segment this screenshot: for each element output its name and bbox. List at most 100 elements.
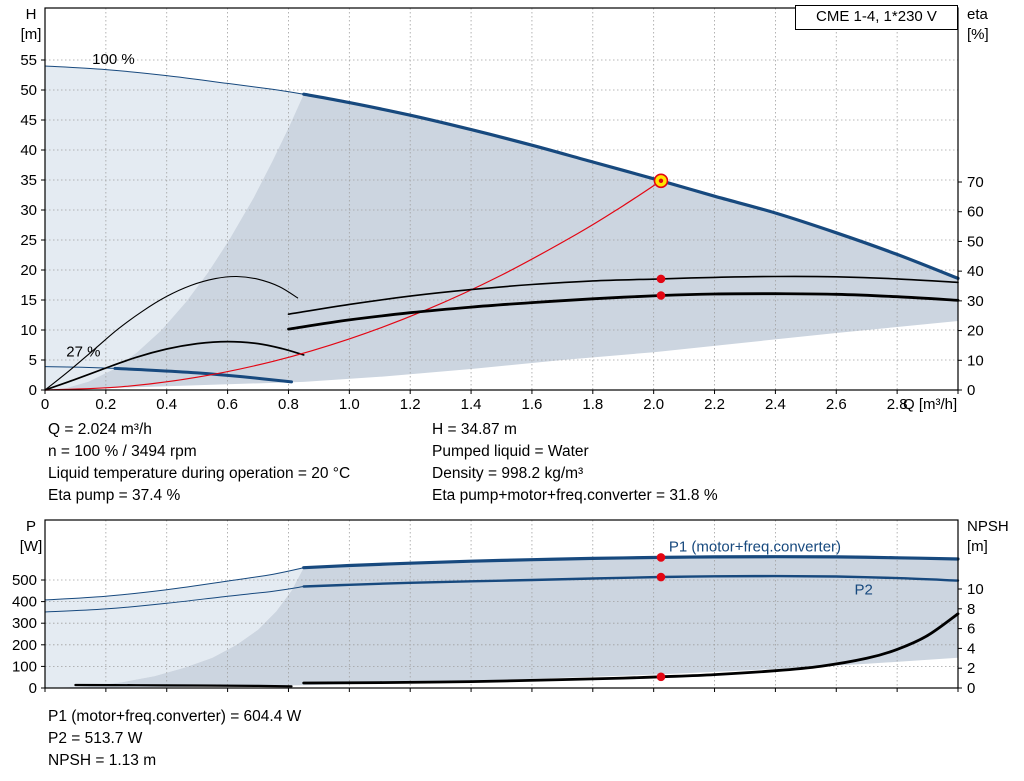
x-tick-label: 2.0 — [643, 396, 664, 413]
eta-pump-curve — [287, 275, 959, 315]
y-right-tick-label: 10 — [967, 352, 984, 369]
y-left-tick-label: 100 — [12, 658, 37, 675]
info-flow: Q = 2.024 m³/h — [48, 421, 152, 438]
info-speed: n = 100 % / 3494 rpm — [48, 443, 197, 460]
tick-marks — [41, 579, 962, 692]
grid — [45, 8, 958, 390]
pump-curve-27 — [113, 366, 293, 384]
duty-point-center — [658, 178, 664, 183]
pump-curve-100-low-flow — [44, 65, 305, 95]
info-eta-total: Eta pump+motor+freq.converter = 31.8 % — [432, 487, 718, 504]
x-tick-label: 0.2 — [95, 396, 116, 413]
x-tick-label: 2.8 — [887, 396, 908, 413]
power-envelope-dark — [45, 556, 958, 688]
info-p1: P1 (motor+freq.converter) = 604.4 W — [48, 708, 302, 725]
speed-label-100: 100 % — [92, 51, 135, 68]
hq-plot: 0 0.2 0.4 0.6 0.8 1.0 1.2 1.4 1.6 1.8 2.0 2.2 2.4 2.6… — [20, 6, 988, 413]
y-right-tick-label: 0 — [967, 382, 975, 399]
y-left-tick-label: 30 — [20, 202, 37, 219]
x-tick-label: 0.6 — [217, 396, 238, 413]
y-left-tick-label: 5 — [29, 352, 37, 369]
y-right-tick-label: 70 — [967, 174, 984, 191]
eta-total-curve — [287, 292, 960, 331]
y-right-tick-label: 50 — [967, 233, 984, 250]
y-right-tick-label: 20 — [967, 323, 984, 340]
y-left-tick-label: 0 — [29, 680, 37, 697]
power-envelope-light — [45, 567, 304, 688]
info-pumped-liquid: Pumped liquid = Water — [432, 443, 589, 460]
info-density: Density = 998.2 kg/m³ — [432, 465, 584, 482]
y-left-tick-label: 55 — [20, 52, 37, 69]
info-eta-pump: Eta pump = 37.4 % — [48, 487, 181, 504]
x-tick-label: 2.6 — [826, 396, 847, 413]
duty-info-right: H = 34.87 m Pumped liquid = Water Densit… — [432, 419, 718, 507]
x-tick-label: 0.4 — [156, 396, 177, 413]
npsh-curve — [302, 612, 960, 685]
eta-pump-duty-dot — [656, 274, 666, 284]
x-tick-label: 1.4 — [461, 396, 482, 413]
info-p2: P2 = 513.7 W — [48, 730, 143, 747]
info-npsh: NPSH = 1.13 m — [48, 752, 157, 769]
pump-model-title: CME 1-4, 1*230 V — [795, 5, 958, 30]
y-right-tick-label: 30 — [967, 293, 984, 310]
pq-plot: 0 100 200 300 400 500 0 2 4 6 8 10 P [W] NPSH [m] P1 (mo… — [12, 518, 1009, 697]
tick-labels: 0 100 200 300 400 500 0 2 4 6 8 10 — [12, 572, 984, 697]
p2-curve-label: P2 — [855, 582, 873, 599]
p1-curve-low-flow — [44, 567, 305, 601]
p1-curve — [302, 555, 960, 570]
envelope-light — [45, 66, 304, 390]
y-right-axis-unit: [m] — [967, 538, 988, 555]
envelope-dark — [45, 94, 958, 390]
y-left-tick-label: 25 — [20, 232, 37, 249]
y-left-tick-label: 40 — [20, 142, 37, 159]
p1-duty-dot — [656, 553, 666, 562]
y-left-tick-label: 500 — [12, 572, 37, 589]
y-left-tick-label: 300 — [12, 615, 37, 632]
x-tick-label: 1.2 — [400, 396, 421, 413]
y-left-axis-label: H — [26, 6, 37, 23]
pump-curve-100 — [302, 92, 960, 280]
x-tick-label: 1.0 — [339, 396, 360, 413]
x-tick-label: 1.6 — [522, 396, 543, 413]
info-liquid-temperature: Liquid temperature during operation = 20… — [48, 465, 351, 482]
y-right-tick-label: 40 — [967, 263, 984, 280]
x-axis-label: Q [m³/h] — [903, 396, 957, 413]
info-head: H = 34.87 m — [432, 421, 517, 438]
power-info: P1 (motor+freq.converter) = 604.4 W P2 =… — [48, 706, 301, 772]
p27-curve — [74, 683, 293, 688]
duty-info-left: Q = 2.024 m³/h n = 100 % / 3494 rpm Liqu… — [48, 419, 350, 507]
y-right-tick-label: 0 — [967, 680, 975, 697]
eta-pump-curve-27 — [44, 275, 299, 391]
x-tick-label: 2.2 — [704, 396, 725, 413]
y-left-axis-label: P — [26, 518, 36, 535]
p2-curve — [302, 574, 960, 588]
x-tick-label: 2.4 — [765, 396, 786, 413]
y-left-tick-label: 400 — [12, 594, 37, 611]
y-right-tick-label: 4 — [967, 640, 975, 657]
y-right-axis-unit: [%] — [967, 26, 989, 43]
y-right-tick-label: 60 — [967, 204, 984, 221]
y-right-tick-label: 8 — [967, 601, 975, 618]
p2-curve-low-flow — [44, 586, 305, 613]
y-left-tick-label: 20 — [20, 262, 37, 279]
y-left-axis-unit: [W] — [20, 538, 43, 555]
eta-total-duty-dot — [656, 291, 666, 300]
npsh-duty-dot — [656, 672, 666, 682]
speed-label-27: 27 % — [66, 343, 100, 360]
y-left-axis-unit: [m] — [21, 26, 42, 43]
y-right-axis-label: NPSH — [967, 518, 1009, 535]
y-left-tick-label: 10 — [20, 322, 37, 339]
y-right-axis-label: eta — [967, 6, 989, 23]
plot-frame — [44, 519, 959, 689]
y-left-tick-label: 200 — [12, 637, 37, 654]
x-tick-label: 1.8 — [582, 396, 603, 413]
plot-frame — [44, 7, 959, 391]
y-left-tick-label: 35 — [20, 172, 37, 189]
y-left-tick-label: 0 — [29, 382, 37, 399]
eta-total-curve-27 — [44, 340, 305, 391]
y-right-tick-label: 2 — [967, 660, 975, 677]
x-tick-label: 0.8 — [278, 396, 299, 413]
y-left-tick-label: 45 — [20, 112, 37, 129]
